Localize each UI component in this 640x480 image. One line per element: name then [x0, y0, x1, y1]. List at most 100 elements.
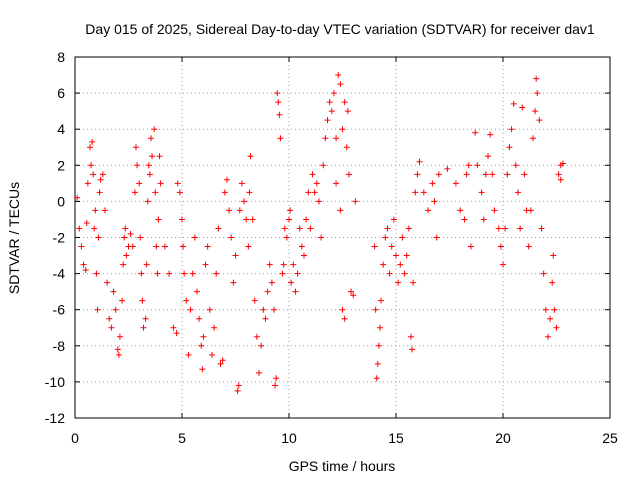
data-point: [547, 315, 554, 322]
data-point: [555, 171, 562, 178]
data-point: [211, 324, 218, 331]
data-point: [376, 324, 383, 331]
data-point: [84, 180, 91, 187]
data-point: [253, 333, 260, 340]
data-point: [200, 333, 207, 340]
data-point: [80, 261, 87, 268]
data-point: [333, 135, 340, 142]
data-point: [399, 234, 406, 241]
data-point: [506, 144, 513, 151]
data-point: [478, 189, 485, 196]
data-point: [500, 261, 506, 268]
data-point: [260, 306, 267, 313]
data-point: [280, 261, 287, 268]
data-point: [512, 162, 519, 169]
data-point: [108, 324, 115, 331]
data-point: [215, 225, 222, 232]
data-point: [532, 108, 539, 115]
data-point: [551, 306, 558, 313]
data-point: [153, 243, 160, 250]
data-point: [217, 360, 224, 367]
data-point: [457, 207, 464, 214]
data-point: [540, 270, 547, 277]
data-point: [86, 144, 93, 151]
data-point: [425, 207, 432, 214]
data-point: [335, 72, 342, 79]
data-point: [375, 342, 382, 349]
data-point: [407, 333, 414, 340]
y-tick-label: -6: [53, 302, 66, 318]
y-tick-label: -4: [53, 266, 66, 282]
y-tick-label: -8: [53, 338, 66, 354]
data-point: [433, 234, 440, 241]
data-point: [307, 225, 314, 232]
data-point: [276, 111, 283, 118]
data-point: [146, 171, 153, 178]
data-point: [106, 315, 113, 322]
data-point: [318, 234, 325, 241]
y-tick-label: 0: [57, 193, 65, 209]
data-point: [206, 306, 213, 313]
data-point: [152, 189, 159, 196]
data-point: [179, 216, 185, 223]
data-point: [350, 292, 357, 299]
data-point: [303, 216, 310, 223]
data-point: [283, 234, 290, 241]
data-point: [315, 198, 322, 205]
axis-ticks: 0 5 10 15 20 25 -12 -10 -8 -6 -4 -2 0 2 4 6 8: [45, 49, 618, 446]
data-point: [97, 176, 104, 183]
data-point: [139, 297, 146, 304]
data-point: [472, 129, 479, 136]
data-point: [281, 225, 288, 232]
data-point: [122, 225, 129, 232]
data-point: [416, 158, 423, 165]
data-point: [322, 135, 329, 142]
data-point: [521, 171, 528, 178]
data-point: [550, 252, 557, 259]
y-tick-label: 6: [57, 85, 65, 101]
y-tick-label: -12: [45, 410, 65, 426]
data-point: [95, 234, 102, 241]
data-point: [236, 207, 243, 214]
data-point: [467, 243, 474, 250]
data-point: [93, 270, 100, 277]
data-point: [373, 375, 380, 382]
y-axis-label: SDTVAR / TECUs: [6, 182, 22, 294]
data-point: [339, 306, 346, 313]
data-point: [121, 234, 128, 241]
data-point: [339, 126, 346, 133]
data-point: [115, 351, 122, 358]
data-point: [91, 225, 98, 232]
x-tick-label: 10: [281, 430, 297, 446]
data-point: [243, 216, 250, 223]
data-point: [90, 171, 97, 178]
data-point: [495, 225, 502, 232]
data-point: [245, 243, 252, 250]
data-point: [326, 99, 333, 106]
data-point: [287, 207, 294, 214]
data-point: [296, 225, 303, 232]
data-point: [88, 162, 95, 169]
data-point: [181, 270, 188, 277]
data-point: [74, 194, 81, 201]
data-point: [256, 369, 263, 376]
data-point: [176, 189, 183, 196]
data-point: [510, 100, 517, 107]
data-point: [136, 180, 143, 187]
data-point: [544, 333, 551, 340]
data-point: [198, 342, 205, 349]
data-point: [82, 266, 89, 273]
data-point: [420, 189, 427, 196]
data-point: [465, 162, 472, 169]
data-point: [96, 189, 103, 196]
data-point: [497, 243, 504, 250]
data-point: [101, 207, 108, 214]
data-point: [251, 297, 258, 304]
data-point: [221, 189, 228, 196]
data-point: [235, 382, 242, 389]
x-tick-label: 25: [602, 430, 618, 446]
data-point: [341, 99, 348, 106]
data-point: [429, 180, 436, 187]
data-point: [330, 90, 337, 97]
data-point: [156, 153, 163, 160]
